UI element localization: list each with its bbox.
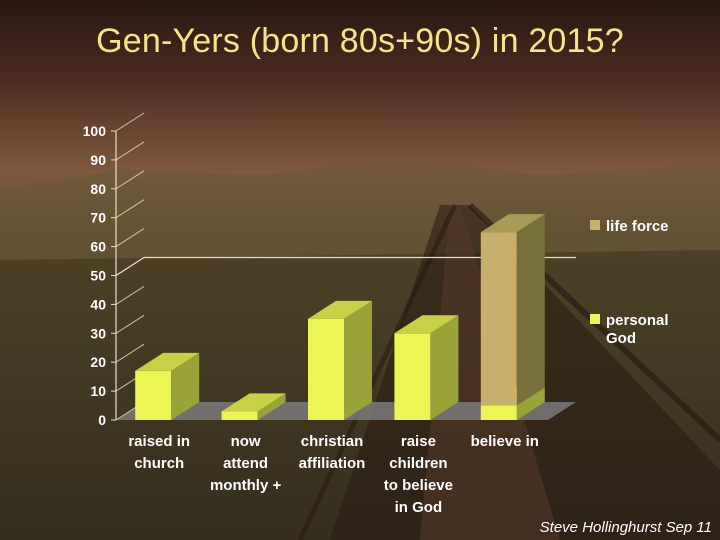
bar-side	[344, 300, 372, 420]
bar-front	[394, 333, 431, 420]
category-label: children	[389, 455, 447, 472]
y-tick-label: 80	[90, 181, 106, 197]
y-tick-label: 50	[90, 268, 106, 284]
bar-side	[430, 315, 459, 420]
bar-side	[171, 352, 200, 420]
legend-label: life force	[606, 218, 669, 235]
legend-label: God	[606, 330, 636, 347]
credit-text: Steve Hollinghurst Sep 11	[539, 519, 712, 536]
gridline-diagonal	[115, 285, 145, 305]
bar-side	[516, 214, 545, 406]
gridline-diagonal	[115, 170, 145, 190]
gridline-diagonal	[115, 112, 145, 132]
legend-swatch	[590, 220, 600, 230]
bar-front	[480, 232, 517, 406]
gridline-diagonal	[115, 343, 145, 363]
bar-top	[221, 393, 286, 412]
category-label: attend	[223, 455, 268, 472]
category-label: monthly +	[210, 477, 281, 494]
legend-swatch	[590, 314, 600, 324]
y-tick-label: 70	[90, 210, 106, 226]
bar-top	[308, 300, 372, 319]
category-label: to believe	[384, 477, 453, 494]
category-label: christian	[301, 433, 364, 450]
category-labels: raised in church now attend monthly + christi…	[128, 433, 539, 516]
bar-side	[516, 387, 545, 420]
y-tick-label: 30	[90, 325, 106, 341]
gridline-diagonal	[115, 199, 145, 219]
bar-top	[135, 352, 200, 371]
bar-front	[308, 318, 344, 420]
y-tick-label: 100	[83, 123, 107, 139]
category-label: church	[134, 455, 184, 472]
y-tick-label: 20	[90, 354, 106, 370]
bar-front	[480, 405, 517, 420]
bar-front	[221, 411, 258, 420]
category-label: raise	[401, 433, 436, 450]
gridline-diagonal	[115, 228, 145, 248]
y-axis: 0 10 20 30 40 50 60 70 80 90 100	[83, 123, 117, 428]
bar-series	[135, 214, 545, 420]
legend-label: personal	[606, 312, 669, 329]
y-tick-label: 40	[90, 296, 106, 312]
reference-line-edge	[115, 256, 145, 277]
gridline-diagonal	[115, 314, 145, 334]
gridline-diagonal	[115, 141, 145, 161]
category-label: raised in	[128, 433, 190, 450]
category-label: in God	[395, 499, 443, 516]
category-label: believe in	[471, 433, 539, 450]
y-tick-label: 0	[98, 412, 106, 428]
bar-front	[135, 370, 172, 420]
y-tick-label: 90	[90, 152, 106, 168]
category-label: now	[231, 433, 261, 450]
y-tick-label: 60	[90, 239, 106, 255]
category-label: affiliation	[299, 455, 366, 472]
bar-side	[257, 393, 286, 420]
y-tick-label: 10	[90, 383, 106, 399]
bar-top	[394, 315, 459, 334]
bar-top	[480, 214, 545, 233]
page-title: Gen-Yers (born 80s+90s) in 2015?	[96, 22, 624, 60]
